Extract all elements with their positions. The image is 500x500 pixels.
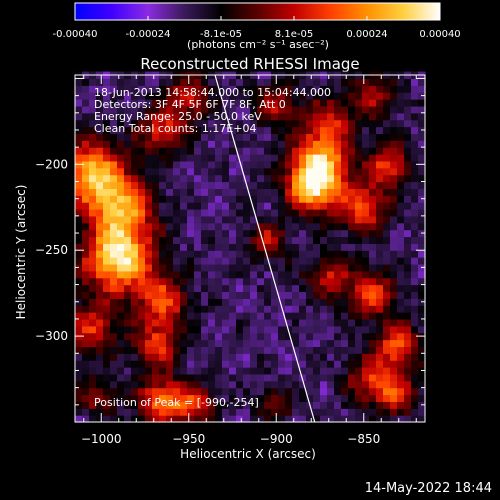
x-tick-label: −850 [347,432,380,446]
y-axis-label: Heliocentric Y (arcsec) [14,185,28,320]
heatmap-image [75,71,426,423]
colorbar-tick-label: 8.1e-05 [275,29,313,40]
annotation-clean-counts: Clean Total counts: 1.17E+04 [94,122,257,135]
x-tick-label: −900 [260,432,293,446]
colorbar-tick-label: -8.1e-05 [200,29,242,40]
colorbar-tick-label: -0.00024 [126,29,171,40]
solar-limb-line [214,74,316,423]
y-tick-label: −250 [35,243,68,257]
colorbar-gradient [74,2,441,21]
colorbar: -0.00040 -0.00024 -8.1e-05 8.1e-05 0.00024 0.… [53,2,461,40]
colorbar-label: (photons cm⁻² s⁻¹ asec⁻²) [187,38,329,51]
x-tick-label: −1000 [81,432,122,446]
chart-title: Reconstructed RHESSI Image [140,55,359,73]
colorbar-tick-label: -0.00040 [53,29,98,40]
y-tick-label: −200 [35,157,68,171]
y-tick-label: −300 [35,329,68,343]
plot-frame [74,74,426,423]
annotation-detectors: Detectors: 3F 4F 5F 6F 7F 8F, Att 0 [94,98,286,111]
x-tick-label: −950 [172,432,205,446]
colorbar-tick-label: 0.00024 [346,29,387,40]
date-stamp: 14-May-2022 18:44 [364,481,492,496]
annotation-energy-range: Energy Range: 25.0 - 50.0 keV [94,110,262,123]
x-axis-label: Heliocentric X (arcsec) [180,447,316,461]
peak-position-label: Position of Peak = [-990,-254] [94,396,259,409]
annotation-time-range: 18-Jun-2013 14:58:44.000 to 15:04:44.000 [94,86,332,99]
axes: −1000 −950 −900 −850 −200 −250 −300 [35,75,425,446]
colorbar-tick-label: 0.00040 [419,29,460,40]
